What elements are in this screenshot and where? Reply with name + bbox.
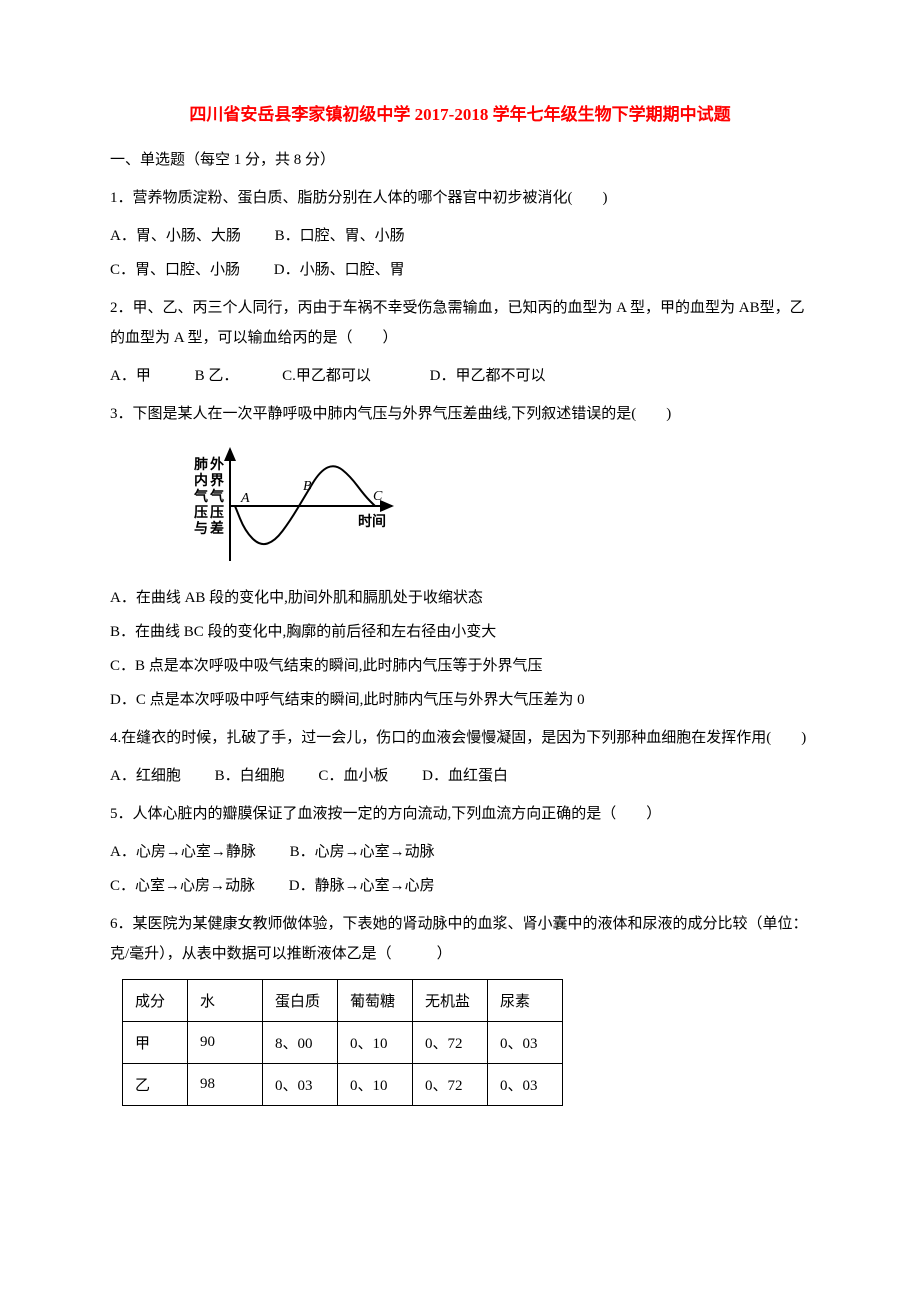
q5-option-a: A．心房→心室→静脉: [110, 837, 256, 867]
q4-option-d: D．血红蛋白: [422, 761, 508, 791]
q5-option-d: D．静脉→心室→心房: [289, 871, 435, 901]
q4-option-b: B．白细胞: [215, 761, 285, 791]
question-4: 4.在缝衣的时候，扎破了手，过一会儿，伤口的血液会慢慢凝固，是因为下列那种血细胞…: [110, 723, 810, 753]
svg-text:肺: 肺: [194, 457, 208, 473]
table-cell: 98: [188, 1064, 263, 1106]
q1-option-d: D．小肠、口腔、胃: [274, 255, 405, 285]
q4-option-a: A．红细胞: [110, 761, 181, 791]
q2-option-a: A．甲: [110, 361, 151, 391]
question-6: 6．某医院为某健康女教师做体验，下表她的肾动脉中的血浆、肾小囊中的液体和尿液的成…: [110, 909, 810, 969]
table-cell: 0、72: [413, 1064, 488, 1106]
question-1-options-row-1: A．胃、小肠、大肠 B．口腔、胃、小肠: [110, 221, 810, 251]
section-1-header: 一、单选题（每空 1 分，共 8 分）: [110, 145, 810, 175]
table-header-cell: 无机盐: [413, 980, 488, 1022]
table-cell: 90: [188, 1022, 263, 1064]
q3-option-b: B．在曲线 BC 段的变化中,胸廓的前后径和左右径由小变大: [110, 617, 810, 647]
table-cell: 0、03: [488, 1064, 563, 1106]
table-row: 甲908、000、100、720、03: [123, 1022, 563, 1064]
question-1: 1．营养物质淀粉、蛋白质、脂肪分别在人体的哪个器官中初步被消化( ): [110, 183, 810, 213]
svg-text:压: 压: [210, 505, 224, 521]
table-header-cell: 蛋白质: [263, 980, 338, 1022]
table-cell: 0、10: [338, 1022, 413, 1064]
q1-option-b: B．口腔、胃、小肠: [275, 221, 405, 251]
table-cell: 0、03: [488, 1022, 563, 1064]
svg-text:界: 界: [210, 473, 225, 489]
q2-option-b: B 乙．: [195, 361, 239, 391]
question-2-options: A．甲 B 乙． C.甲乙都可以 D．甲乙都不可以: [110, 361, 810, 391]
question-5: 5．人体心脏内的瓣膜保证了血液按一定的方向流动,下列血流方向正确的是（ ）: [110, 799, 810, 829]
svg-text:与: 与: [194, 521, 208, 537]
q5-option-c: C．心室→心房→动脉: [110, 871, 255, 901]
svg-text:A: A: [240, 491, 250, 506]
q3-option-d: D．C 点是本次呼吸中呼气结束的瞬间,此时肺内气压与外界大气压差为 0: [110, 685, 810, 715]
q1-option-c: C．胃、口腔、小肠: [110, 255, 240, 285]
svg-text:B: B: [303, 479, 312, 494]
question-2: 2．甲、乙、丙三个人同行，丙由于车祸不幸受伤急需输血，已知丙的血型为 A 型，甲…: [110, 293, 810, 353]
q3-option-c: C．B 点是本次呼吸中吸气结束的瞬间,此时肺内气压等于外界气压: [110, 651, 810, 681]
table-cell: 甲: [123, 1022, 188, 1064]
svg-text:外: 外: [210, 456, 224, 473]
svg-text:时间: 时间: [358, 513, 386, 530]
q6-table: 成分水蛋白质葡萄糖无机盐尿素甲908、000、100、720、03乙980、03…: [122, 979, 563, 1106]
table-cell: 0、03: [263, 1064, 338, 1106]
question-1-options-row-2: C．胃、口腔、小肠 D．小肠、口腔、胃: [110, 255, 810, 285]
page-title: 四川省安岳县李家镇初级中学 2017-2018 学年七年级生物下学期期中试题: [110, 100, 810, 125]
q2-option-d: D．甲乙都不可以: [430, 361, 546, 391]
table-header-cell: 成分: [123, 980, 188, 1022]
svg-text:C: C: [373, 489, 383, 504]
q3-figure: A B C 肺内气压与 外界气压差 时间: [190, 441, 810, 571]
table-cell: 乙: [123, 1064, 188, 1106]
svg-text:内: 内: [194, 472, 208, 489]
question-4-options: A．红细胞 B．白细胞 C．血小板 D．血红蛋白: [110, 761, 810, 791]
svg-text:气: 气: [193, 488, 208, 505]
table-header-cell: 水: [188, 980, 263, 1022]
question-5-options-row-1: A．心房→心室→静脉 B．心房→心室→动脉: [110, 837, 810, 867]
svg-text:压: 压: [194, 505, 208, 521]
q5-option-b: B．心房→心室→动脉: [290, 837, 435, 867]
svg-text:气: 气: [209, 488, 224, 505]
q1-option-a: A．胃、小肠、大肠: [110, 221, 241, 251]
question-5-options-row-2: C．心室→心房→动脉 D．静脉→心室→心房: [110, 871, 810, 901]
table-header-cell: 尿素: [488, 980, 563, 1022]
table-header-cell: 葡萄糖: [338, 980, 413, 1022]
table-row: 乙980、030、100、720、03: [123, 1064, 563, 1106]
pressure-curve-chart: A B C 肺内气压与 外界气压差 时间: [190, 441, 400, 571]
table-cell: 8、00: [263, 1022, 338, 1064]
q2-option-c: C.甲乙都可以: [282, 361, 371, 391]
table-cell: 0、10: [338, 1064, 413, 1106]
table-cell: 0、72: [413, 1022, 488, 1064]
question-3: 3．下图是某人在一次平静呼吸中肺内气压与外界气压差曲线,下列叙述错误的是( ): [110, 399, 810, 429]
svg-text:差: 差: [210, 520, 224, 537]
q3-option-a: A．在曲线 AB 段的变化中,肋间外肌和膈肌处于收缩状态: [110, 583, 810, 613]
q4-option-c: C．血小板: [318, 761, 388, 791]
